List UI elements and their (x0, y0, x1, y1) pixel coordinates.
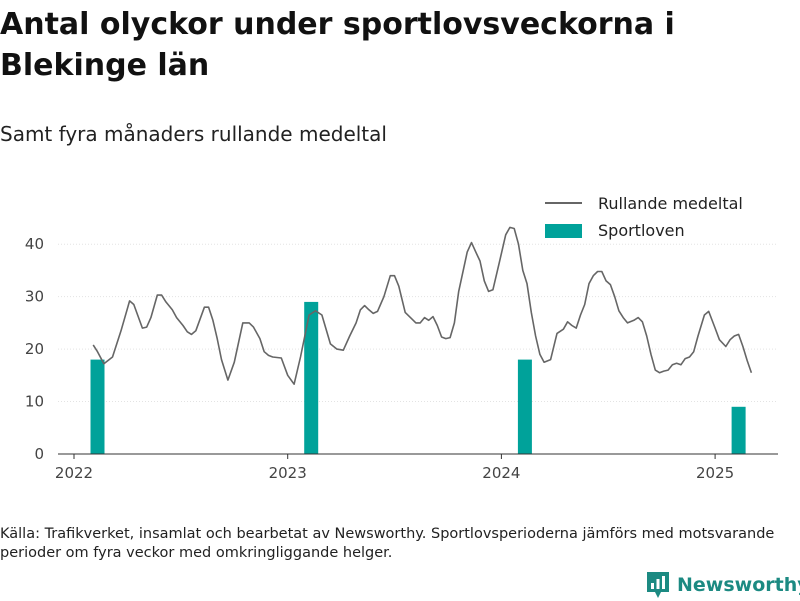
legend-label-sportlov: Sportloven (598, 221, 685, 240)
legend-bar-swatch (545, 224, 582, 238)
chart-subtitle: Samt fyra månaders rullande medeltal (0, 122, 387, 146)
line-series (92, 226, 753, 385)
x-tick-label: 2023 (269, 464, 307, 482)
rolling-average-line (92, 226, 753, 385)
y-tick-label: 40 (25, 235, 44, 253)
y-tick-label: 20 (25, 340, 44, 358)
bar-series (90, 301, 746, 454)
y-tick-label: 0 (34, 445, 44, 463)
sportlov-bar (304, 301, 319, 454)
x-tick-label: 2022 (55, 464, 93, 482)
brand-name: Newsworthy (677, 574, 800, 596)
x-tick-label: 2025 (696, 464, 734, 482)
sportlov-bar (731, 406, 746, 454)
sportlov-bar (90, 359, 105, 454)
legend-label-rolling: Rullande medeltal (598, 194, 743, 213)
legend: Rullande medeltal Sportloven (545, 194, 743, 240)
source-note: Källa: Trafikverket, insamlat och bearbe… (0, 526, 775, 561)
bar-chart-logo-icon (647, 572, 669, 598)
chart-svg: 0 10 20 30 40 2022 2023 2024 2025 Rullande medel… (25, 194, 778, 482)
y-tick-label: 10 (25, 393, 44, 411)
grid-lines (58, 243, 778, 403)
newsworthy-logo[interactable]: Newsworthy (645, 569, 800, 601)
y-tick-label: 30 (25, 288, 44, 306)
chart-title: Antal olyckor under sportlovsveckorna i … (0, 7, 675, 83)
x-tick-label: 2024 (482, 464, 520, 482)
axes: 0 10 20 30 40 2022 2023 2024 2025 (25, 235, 778, 482)
sportlov-bar (517, 359, 532, 454)
